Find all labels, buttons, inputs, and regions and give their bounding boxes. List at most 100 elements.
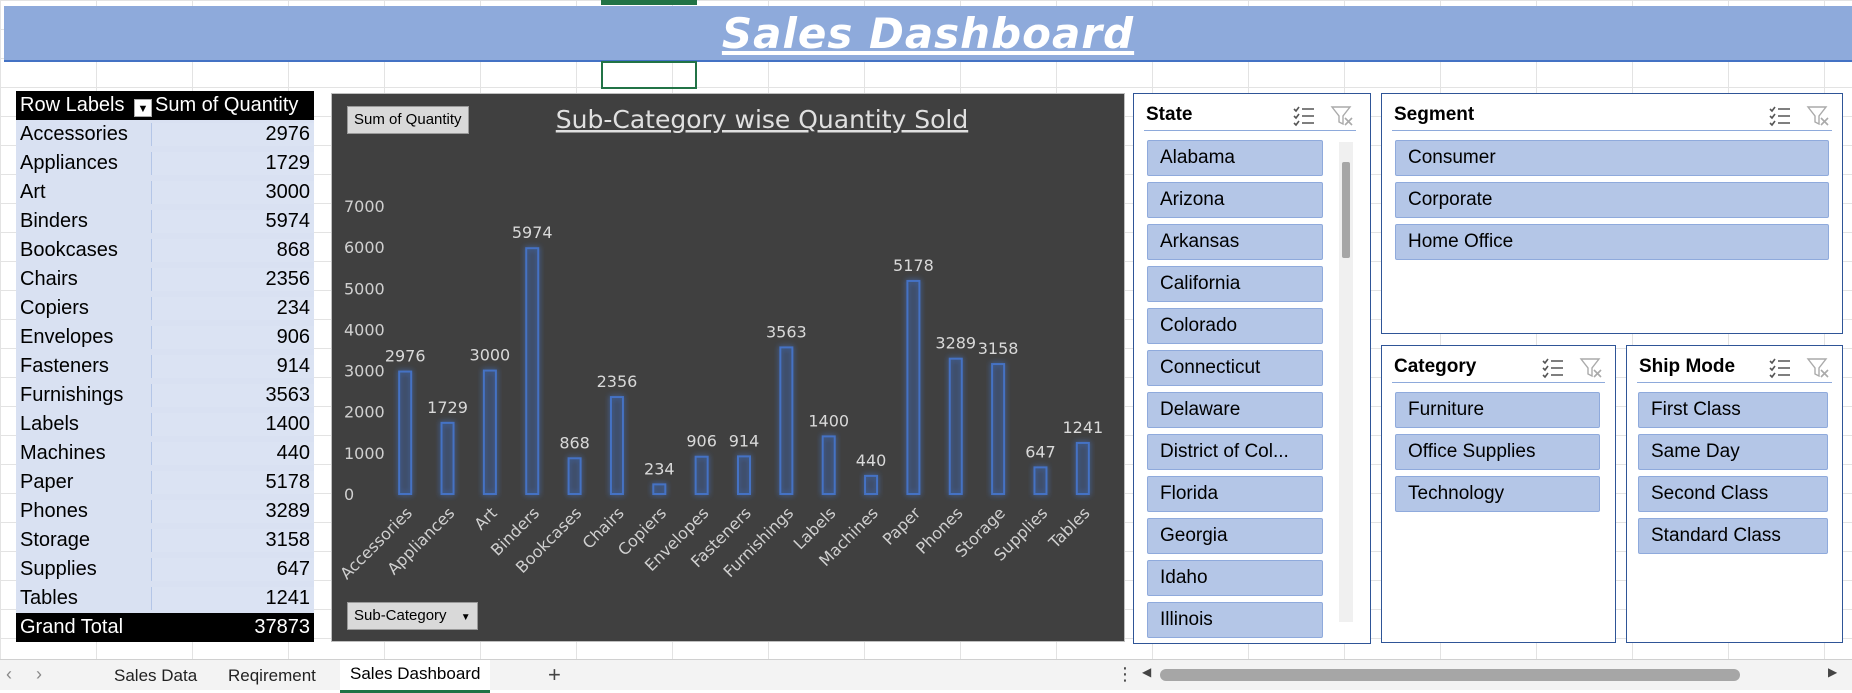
ship-mode-slicer-item[interactable]: Second Class bbox=[1638, 476, 1828, 512]
clear-filter-icon[interactable] bbox=[1806, 356, 1830, 380]
ship-mode-slicer[interactable]: Ship Mode First Class Same Day Second Clas… bbox=[1626, 345, 1843, 643]
state-slicer-item[interactable]: Georgia bbox=[1147, 518, 1323, 554]
bar-data-label: 5974 bbox=[512, 223, 553, 242]
sheet-tab[interactable]: Sales Dashboard bbox=[340, 660, 491, 693]
pivot-chart[interactable]: Sub-Category wise Quantity Sold 0 1000 2000… bbox=[331, 93, 1125, 642]
horizontal-scrollbar[interactable] bbox=[1160, 669, 1740, 681]
multi-select-icon[interactable] bbox=[1768, 104, 1792, 128]
pivot-row[interactable]: Labels 1400 bbox=[16, 410, 314, 439]
pivot-row[interactable]: Binders 5974 bbox=[16, 207, 314, 236]
pivot-header-label: Row Labels bbox=[20, 94, 125, 116]
pivot-row[interactable]: Fasteners 914 bbox=[16, 352, 314, 381]
add-sheet-button[interactable]: + bbox=[548, 662, 561, 687]
chart-bar[interactable] bbox=[737, 455, 751, 495]
pivot-row[interactable]: Storage 3158 bbox=[16, 526, 314, 555]
state-slicer-item[interactable]: Alabama bbox=[1147, 140, 1323, 176]
chart-bar[interactable] bbox=[398, 370, 413, 496]
segment-slicer-item[interactable]: Home Office bbox=[1395, 224, 1829, 260]
state-slicer-item[interactable]: Arkansas bbox=[1147, 224, 1323, 260]
chart-bar[interactable] bbox=[652, 483, 667, 495]
state-slicer-item[interactable]: Colorado bbox=[1147, 308, 1323, 344]
pivot-row[interactable]: Accessories 2976 bbox=[16, 120, 314, 149]
category-slicer[interactable]: Category Furniture Office Supplies Technol… bbox=[1381, 345, 1616, 643]
clear-filter-icon[interactable] bbox=[1806, 104, 1830, 128]
state-slicer-item[interactable]: California bbox=[1147, 266, 1323, 302]
ship-mode-slicer-item[interactable]: First Class bbox=[1638, 392, 1828, 428]
pivot-row-label: Machines bbox=[16, 442, 152, 465]
pivot-row[interactable]: Paper 5178 bbox=[16, 468, 314, 497]
multi-select-icon[interactable] bbox=[1768, 356, 1792, 380]
active-cell[interactable] bbox=[601, 61, 697, 89]
segment-slicer-item[interactable]: Corporate bbox=[1395, 182, 1829, 218]
chart-bar[interactable] bbox=[482, 369, 497, 496]
ship-mode-slicer-item[interactable]: Standard Class bbox=[1638, 518, 1828, 554]
multi-select-icon[interactable] bbox=[1292, 104, 1316, 128]
state-slicer-item[interactable]: Arizona bbox=[1147, 182, 1323, 218]
state-slicer-item[interactable]: Idaho bbox=[1147, 560, 1323, 596]
sheet-tab[interactable]: Reqirement bbox=[228, 666, 316, 685]
chart-bar[interactable] bbox=[609, 396, 624, 495]
chart-bar[interactable] bbox=[525, 247, 540, 495]
sheet-tab-bar: ‹ › Sales Data Reqirement Sales Dashboard … bbox=[0, 659, 1852, 693]
chart-bar[interactable] bbox=[694, 455, 709, 496]
segment-slicer-item[interactable]: Consumer bbox=[1395, 140, 1829, 176]
chart-bar[interactable] bbox=[906, 279, 921, 495]
x-tick-label: Tables bbox=[1044, 503, 1093, 552]
pivot-row[interactable]: Bookcases 868 bbox=[16, 236, 314, 265]
state-slicer-item[interactable]: Florida bbox=[1147, 476, 1323, 512]
pivot-row[interactable]: Supplies 647 bbox=[16, 555, 314, 584]
pivot-row[interactable]: Appliances 1729 bbox=[16, 149, 314, 178]
clear-filter-icon[interactable] bbox=[1330, 104, 1354, 128]
category-slicer-item[interactable]: Office Supplies bbox=[1395, 434, 1600, 470]
chart-bar[interactable] bbox=[821, 435, 836, 495]
chart-bar[interactable] bbox=[948, 357, 963, 496]
pivot-row[interactable]: Tables 1241 bbox=[16, 584, 314, 613]
pivot-row-label: Appliances bbox=[16, 152, 152, 175]
filter-dropdown-icon[interactable]: ▼ bbox=[134, 99, 152, 117]
pivot-row-value: 914 bbox=[152, 355, 314, 378]
axis-field-button[interactable]: Sub-Category ▼ bbox=[347, 602, 478, 630]
category-slicer-item[interactable]: Furniture bbox=[1395, 392, 1600, 428]
multi-select-icon[interactable] bbox=[1541, 356, 1565, 380]
scroll-right-icon[interactable]: ▶ bbox=[1828, 665, 1838, 679]
scroll-left-icon[interactable]: ◀ bbox=[1142, 665, 1152, 679]
pivot-row[interactable]: Copiers 234 bbox=[16, 294, 314, 323]
value-field-button[interactable]: Sum of Quantity bbox=[347, 106, 469, 134]
state-slicer[interactable]: State Alabama Arizona Arkansas California Co… bbox=[1133, 93, 1371, 644]
pivot-row-value: 440 bbox=[152, 442, 314, 465]
pivot-header: Row Labels ▼ Sum of Quantity bbox=[16, 91, 314, 120]
category-slicer-item[interactable]: Technology bbox=[1395, 476, 1600, 512]
pivot-row[interactable]: Art 3000 bbox=[16, 178, 314, 207]
chart-bar[interactable] bbox=[1075, 441, 1090, 495]
pivot-row[interactable]: Chairs 2356 bbox=[16, 265, 314, 294]
clear-filter-icon[interactable] bbox=[1579, 356, 1603, 380]
state-slicer-item[interactable]: Connecticut bbox=[1147, 350, 1323, 386]
chart-bar[interactable] bbox=[1033, 466, 1048, 496]
sheet-tab[interactable]: Sales Data bbox=[114, 666, 198, 685]
pivot-row-value: 868 bbox=[152, 239, 314, 262]
state-slicer-scrollbar[interactable] bbox=[1339, 142, 1353, 622]
pivot-row-label: Bookcases bbox=[16, 239, 152, 262]
bar-data-label: 3289 bbox=[935, 334, 976, 353]
pivot-row[interactable]: Furnishings 3563 bbox=[16, 381, 314, 410]
chart-bar[interactable] bbox=[440, 421, 455, 496]
state-slicer-title: State bbox=[1146, 104, 1193, 125]
more-options-icon[interactable]: ⋮ bbox=[1116, 664, 1134, 684]
pivot-row[interactable]: Machines 440 bbox=[16, 439, 314, 468]
scrollbar-thumb[interactable] bbox=[1342, 162, 1350, 258]
state-slicer-item[interactable]: Delaware bbox=[1147, 392, 1323, 428]
chart-bar[interactable] bbox=[779, 346, 794, 495]
pivot-row[interactable]: Envelopes 906 bbox=[16, 323, 314, 352]
state-slicer-item[interactable]: District of Col... bbox=[1147, 434, 1323, 470]
state-slicer-item[interactable]: Illinois bbox=[1147, 602, 1323, 638]
chart-bar[interactable] bbox=[567, 457, 582, 495]
pivot-row-label: Chairs bbox=[16, 268, 152, 291]
pivot-row-label: Furnishings bbox=[16, 384, 152, 407]
segment-slicer[interactable]: Segment Consumer Corporate Home Office bbox=[1381, 93, 1843, 334]
pivot-row[interactable]: Phones 3289 bbox=[16, 497, 314, 526]
chart-bar[interactable] bbox=[864, 474, 879, 496]
chevron-right-icon[interactable]: › bbox=[36, 664, 42, 684]
chart-bar[interactable] bbox=[991, 363, 1006, 495]
chevron-left-icon[interactable]: ‹ bbox=[6, 664, 12, 684]
ship-mode-slicer-item[interactable]: Same Day bbox=[1638, 434, 1828, 470]
